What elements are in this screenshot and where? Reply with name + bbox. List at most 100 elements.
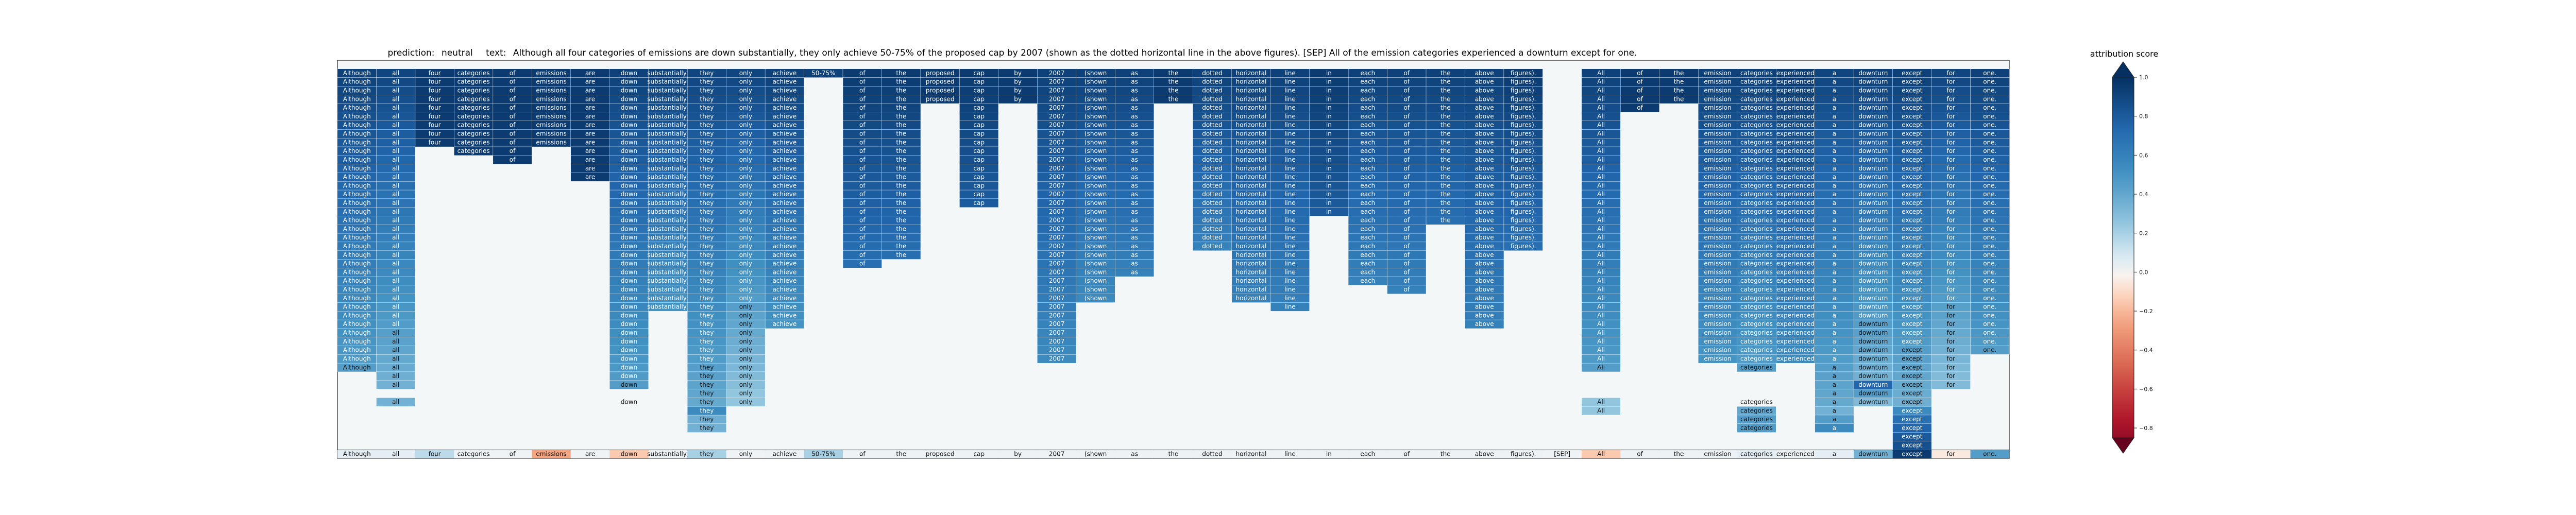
heatmap-cell-label: the: [896, 139, 906, 146]
heatmap-cell-label: above: [1475, 234, 1494, 241]
input-token-label: for: [1947, 451, 1956, 458]
heatmap-cell-label: they: [700, 156, 714, 163]
heatmap-cell-label: All: [1597, 156, 1605, 163]
heatmap-cell-label: dotted: [1202, 113, 1222, 120]
heatmap-cell-label: all: [392, 199, 399, 207]
heatmap-cell: [1076, 294, 1115, 303]
heatmap-cell-label: 2007: [1049, 286, 1065, 293]
heatmap-cell-label: All: [1597, 303, 1605, 311]
heatmap-cell-label: all: [392, 355, 399, 362]
heatmap-cell-label: downturn: [1858, 329, 1888, 336]
heatmap-cell-label: one.: [1983, 320, 1996, 328]
heatmap-cell-label: four: [429, 78, 441, 85]
heatmap-cell-label: emission: [1704, 156, 1731, 163]
heatmap-cell-label: Although: [343, 199, 371, 207]
heatmap-cell-label: above: [1475, 268, 1494, 276]
input-token-cell: [1892, 450, 1932, 458]
heatmap-cell-label: they: [700, 355, 714, 362]
input-token-cell: [1698, 450, 1737, 458]
heatmap-cell-label: of: [1404, 95, 1410, 102]
heatmap-cell-label: All: [1597, 87, 1605, 94]
heatmap-cell-label: except: [1902, 295, 1923, 302]
heatmap-cell-label: line: [1284, 199, 1296, 207]
heatmap-cell-label: experienced: [1776, 139, 1815, 146]
heatmap-cell-label: each: [1360, 199, 1375, 207]
heatmap-cell-label: for: [1947, 286, 1956, 293]
heatmap-cell-label: by: [1014, 95, 1022, 102]
heatmap-cell-label: achieve: [772, 225, 796, 232]
heatmap-cell-label: down: [621, 78, 637, 85]
heatmap-cell-label: figures).: [1511, 130, 1536, 138]
heatmap-cell-label: emissions: [536, 95, 566, 102]
heatmap-cell-label: of: [859, 104, 866, 111]
heatmap-cell: [609, 380, 649, 389]
heatmap-cell-label: only: [739, 347, 752, 354]
heatmap-cell-label: dotted: [1202, 78, 1222, 85]
heatmap-cell-label: All: [1597, 286, 1605, 293]
heatmap-cell-label: the: [896, 130, 906, 138]
heatmap-cell-label: Although: [343, 113, 371, 120]
input-token-label: all: [392, 451, 399, 458]
heatmap-cell-label: line: [1284, 174, 1296, 181]
heatmap-cell-label: above: [1475, 122, 1494, 129]
heatmap-cell-label: only: [739, 355, 752, 362]
input-token-label: the: [1168, 451, 1179, 458]
heatmap-cell-label: (shown: [1084, 78, 1107, 85]
heatmap-cell-label: experienced: [1776, 303, 1815, 311]
heatmap-cell-label: emissions: [536, 78, 566, 85]
heatmap-cell-label: they: [700, 268, 714, 276]
heatmap-cell-label: horizontal: [1236, 122, 1267, 129]
heatmap-cell-label: all: [392, 225, 399, 232]
heatmap-cell-label: of: [1404, 165, 1410, 172]
heatmap-cell-label: as: [1131, 199, 1138, 207]
heatmap-cell-label: above: [1475, 286, 1494, 293]
heatmap-cell-label: Although: [343, 320, 371, 328]
heatmap-cell-label: all: [392, 122, 399, 129]
heatmap-cell-label: figures).: [1511, 217, 1536, 224]
heatmap-cell-label: four: [429, 113, 441, 120]
heatmap-cell-label: except: [1902, 104, 1923, 111]
heatmap-cell-label: categories: [1740, 320, 1773, 328]
heatmap-cell-label: all: [392, 95, 399, 102]
heatmap-cell-label: down: [621, 277, 637, 284]
heatmap-cell-label: as: [1131, 208, 1138, 215]
heatmap-cell-label: substantially,: [647, 251, 688, 259]
heatmap-cell-label: emission: [1704, 95, 1731, 102]
heatmap-cell-label: only: [739, 104, 752, 111]
heatmap-cell-label: as: [1131, 260, 1138, 267]
heatmap-cell: [1620, 103, 1660, 113]
heatmap-cell-label: for: [1947, 156, 1956, 163]
heatmap-cell-label: cap: [973, 139, 985, 146]
heatmap-cell-label: categories: [1740, 156, 1773, 163]
colorbar-tick-label: −0.8: [2139, 425, 2153, 432]
heatmap-cell-label: downturn: [1858, 355, 1888, 362]
heatmap-cell-label: down: [621, 156, 637, 163]
heatmap-cell: [1387, 285, 1427, 294]
heatmap-cell-label: except: [1902, 234, 1923, 241]
heatmap-cell-label: (shown: [1084, 295, 1107, 302]
heatmap-cell-label: except: [1902, 320, 1923, 328]
heatmap-cell-label: emission: [1704, 286, 1731, 293]
heatmap-cell-label: of: [1404, 139, 1410, 146]
heatmap-cell-label: downturn: [1858, 95, 1888, 102]
heatmap-cell-label: of: [1404, 199, 1410, 207]
heatmap-cell-label: downturn: [1858, 381, 1888, 388]
heatmap-cell-label: the: [896, 165, 906, 172]
heatmap-cell-label: of: [510, 113, 516, 120]
heatmap-cell-label: substantially,: [647, 147, 688, 154]
heatmap-cell-label: figures).: [1511, 174, 1536, 181]
heatmap-cell-label: All: [1597, 268, 1605, 276]
heatmap-cell-label: categories: [457, 95, 490, 102]
heatmap-cell-label: in: [1326, 174, 1332, 181]
heatmap-cell-label: downturn: [1858, 225, 1888, 232]
heatmap-cell-label: of: [859, 122, 866, 129]
heatmap-cell-label: a: [1833, 70, 1836, 77]
heatmap-cell-label: down: [621, 113, 637, 120]
heatmap-cell-label: for: [1947, 312, 1956, 319]
heatmap-cell-label: of: [859, 130, 866, 138]
heatmap-cell-label: downturn: [1858, 182, 1888, 189]
input-token-label: of: [510, 451, 516, 458]
heatmap-cell-label: the: [1168, 87, 1179, 94]
heatmap-cell-label: downturn: [1858, 286, 1888, 293]
heatmap-cell-label: for: [1947, 251, 1956, 259]
